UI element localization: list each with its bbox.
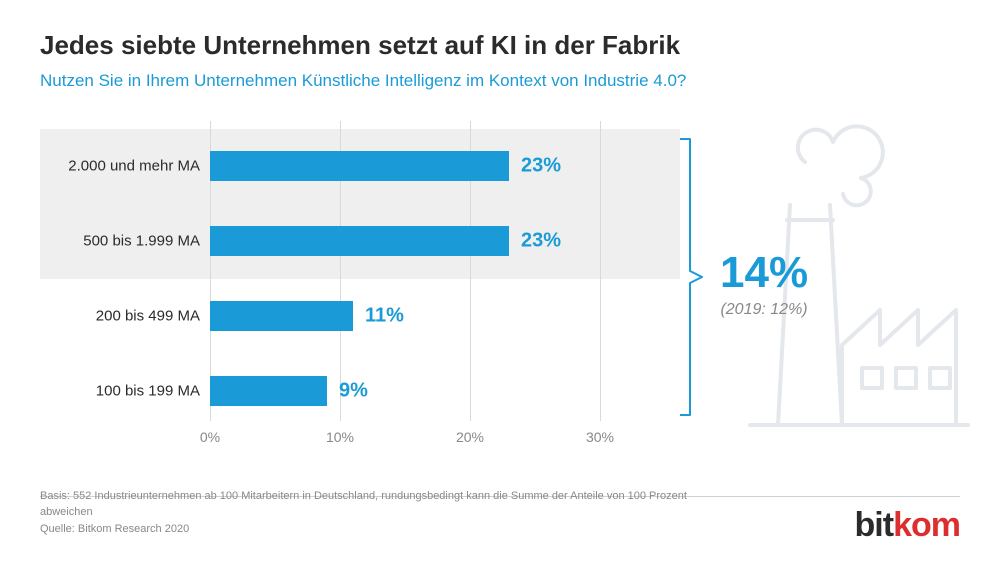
footer-line-2: Quelle: Bitkom Research 2020: [40, 521, 740, 538]
summary-sub: (2019: 12%): [720, 301, 808, 319]
summary-value: 14%: [720, 251, 808, 295]
logo-part-1: bit: [855, 506, 894, 544]
summary-stat: 14% (2019: 12%): [720, 251, 808, 319]
bar: [210, 301, 353, 331]
y-axis-label: 200 bis 499 MA: [96, 308, 200, 325]
infographic-page: Jedes siebte Unternehmen setzt auf KI in…: [0, 0, 1000, 563]
plot-area: 0%10%20%30%2.000 und mehr MA23%500 bis 1…: [210, 121, 600, 421]
y-axis-label: 2.000 und mehr MA: [68, 158, 200, 175]
footer-text: Basis: 552 Industrieunternehmen ab 100 M…: [40, 488, 740, 538]
y-axis-label: 100 bis 199 MA: [96, 383, 200, 400]
value-label: 9%: [339, 380, 368, 403]
page-subtitle: Nutzen Sie in Ihrem Unternehmen Künstlic…: [40, 71, 960, 91]
x-tick-label: 20%: [456, 429, 484, 445]
footer-line-1: Basis: 552 Industrieunternehmen ab 100 M…: [40, 488, 740, 521]
page-title: Jedes siebte Unternehmen setzt auf KI in…: [40, 30, 960, 61]
bar-chart: 0% 10% 20% 30% 2.000 und mehr MA 23% 500 bis 1…: [40, 121, 790, 461]
logo-part-2: kom: [893, 506, 960, 544]
value-label: 23%: [521, 155, 561, 178]
x-tick-label: 30%: [586, 429, 614, 445]
bar: [210, 226, 509, 256]
value-label: 11%: [365, 305, 404, 328]
y-axis-label: 500 bis 1.999 MA: [83, 233, 200, 250]
gridline: [600, 121, 601, 421]
value-label: 23%: [521, 230, 561, 253]
bar: [210, 376, 327, 406]
summary-bracket: [680, 137, 704, 417]
x-tick-label: 10%: [326, 429, 354, 445]
x-tick-label: 0%: [200, 429, 220, 445]
bitkom-logo: bitkom: [855, 506, 960, 545]
bar: [210, 151, 509, 181]
